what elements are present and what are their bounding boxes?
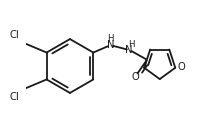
Text: O: O bbox=[132, 72, 140, 82]
Text: H: H bbox=[107, 34, 113, 43]
Text: N: N bbox=[107, 40, 114, 50]
Text: N: N bbox=[125, 45, 133, 55]
Text: O: O bbox=[178, 62, 185, 72]
Text: H: H bbox=[129, 40, 135, 49]
Text: Cl: Cl bbox=[10, 92, 20, 102]
Text: Cl: Cl bbox=[10, 30, 20, 40]
